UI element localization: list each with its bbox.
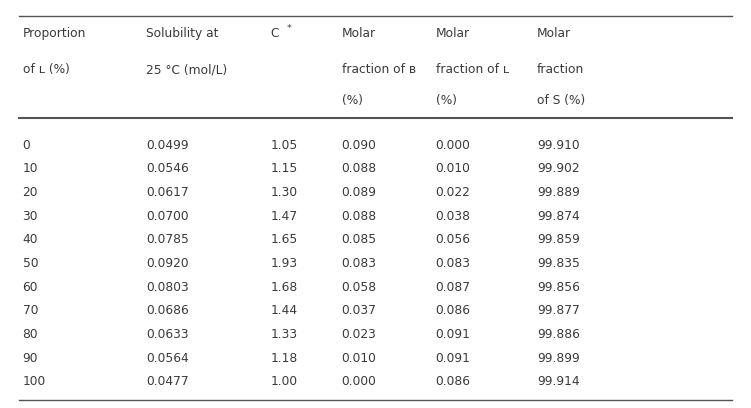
Text: 0.0546: 0.0546: [146, 162, 189, 175]
Text: 99.889: 99.889: [537, 186, 580, 199]
Text: 1.93: 1.93: [270, 257, 297, 270]
Text: (%): (%): [342, 94, 363, 107]
Text: 0.091: 0.091: [436, 328, 470, 341]
Text: 0.038: 0.038: [436, 210, 471, 223]
Text: 1.05: 1.05: [270, 139, 297, 152]
Text: fraction: fraction: [537, 63, 584, 76]
Text: 1.68: 1.68: [270, 281, 297, 294]
Text: 1.44: 1.44: [270, 304, 297, 317]
Text: of ʟ (%): of ʟ (%): [23, 63, 69, 76]
Text: 1.00: 1.00: [270, 375, 297, 388]
Text: Molar: Molar: [342, 27, 376, 40]
Text: 0.000: 0.000: [342, 375, 376, 388]
Text: Molar: Molar: [537, 27, 571, 40]
Text: 99.914: 99.914: [537, 375, 580, 388]
Text: 0.0686: 0.0686: [146, 304, 189, 317]
Text: 99.835: 99.835: [537, 257, 580, 270]
Text: 1.15: 1.15: [270, 162, 297, 175]
Text: 50: 50: [23, 257, 38, 270]
Text: 0.087: 0.087: [436, 281, 471, 294]
Text: fraction of ʙ: fraction of ʙ: [342, 63, 416, 76]
Text: 0.022: 0.022: [436, 186, 470, 199]
Text: 1.18: 1.18: [270, 352, 297, 365]
Text: 0.0920: 0.0920: [146, 257, 189, 270]
Text: *: *: [287, 24, 291, 33]
Text: 0.0617: 0.0617: [146, 186, 189, 199]
Text: 40: 40: [23, 233, 38, 246]
Text: 0.0700: 0.0700: [146, 210, 189, 223]
Text: 99.899: 99.899: [537, 352, 580, 365]
Text: Solubility at: Solubility at: [146, 27, 219, 40]
Text: 70: 70: [23, 304, 38, 317]
Text: (%): (%): [436, 94, 457, 107]
Text: 1.30: 1.30: [270, 186, 297, 199]
Text: fraction of ʟ: fraction of ʟ: [436, 63, 508, 76]
Text: 60: 60: [23, 281, 38, 294]
Text: 0: 0: [23, 139, 30, 152]
Text: 20: 20: [23, 186, 38, 199]
Text: 0.083: 0.083: [342, 257, 377, 270]
Text: 0.0633: 0.0633: [146, 328, 189, 341]
Text: 0.086: 0.086: [436, 304, 471, 317]
Text: 0.0564: 0.0564: [146, 352, 189, 365]
Text: 99.910: 99.910: [537, 139, 580, 152]
Text: 0.089: 0.089: [342, 186, 377, 199]
Text: 0.088: 0.088: [342, 210, 377, 223]
Text: 80: 80: [23, 328, 38, 341]
Text: 0.010: 0.010: [342, 352, 376, 365]
Text: 0.058: 0.058: [342, 281, 377, 294]
Text: 0.086: 0.086: [436, 375, 471, 388]
Text: Molar: Molar: [436, 27, 469, 40]
Text: 0.090: 0.090: [342, 139, 376, 152]
Text: 30: 30: [23, 210, 38, 223]
Text: 0.023: 0.023: [342, 328, 376, 341]
Text: 0.037: 0.037: [342, 304, 376, 317]
Text: C: C: [270, 27, 279, 40]
Text: 99.877: 99.877: [537, 304, 580, 317]
Text: 1.33: 1.33: [270, 328, 297, 341]
Text: Proportion: Proportion: [23, 27, 86, 40]
Text: 90: 90: [23, 352, 38, 365]
Text: 0.0785: 0.0785: [146, 233, 189, 246]
Text: 99.856: 99.856: [537, 281, 580, 294]
Text: 0.0803: 0.0803: [146, 281, 189, 294]
Text: 1.47: 1.47: [270, 210, 297, 223]
Text: 0.091: 0.091: [436, 352, 470, 365]
Text: 99.886: 99.886: [537, 328, 580, 341]
Text: 10: 10: [23, 162, 38, 175]
Text: 0.083: 0.083: [436, 257, 471, 270]
Text: 0.056: 0.056: [436, 233, 471, 246]
Text: 0.088: 0.088: [342, 162, 377, 175]
Text: 1.65: 1.65: [270, 233, 297, 246]
Text: 25 °C (mol/L): 25 °C (mol/L): [146, 63, 228, 76]
Text: 0.0477: 0.0477: [146, 375, 189, 388]
Text: 0.085: 0.085: [342, 233, 377, 246]
Text: 99.902: 99.902: [537, 162, 580, 175]
Text: 99.859: 99.859: [537, 233, 580, 246]
Text: 0.010: 0.010: [436, 162, 470, 175]
Text: 0.000: 0.000: [436, 139, 470, 152]
Text: 100: 100: [23, 375, 46, 388]
Text: 0.0499: 0.0499: [146, 139, 189, 152]
Text: 99.874: 99.874: [537, 210, 580, 223]
Text: of S (%): of S (%): [537, 94, 585, 107]
